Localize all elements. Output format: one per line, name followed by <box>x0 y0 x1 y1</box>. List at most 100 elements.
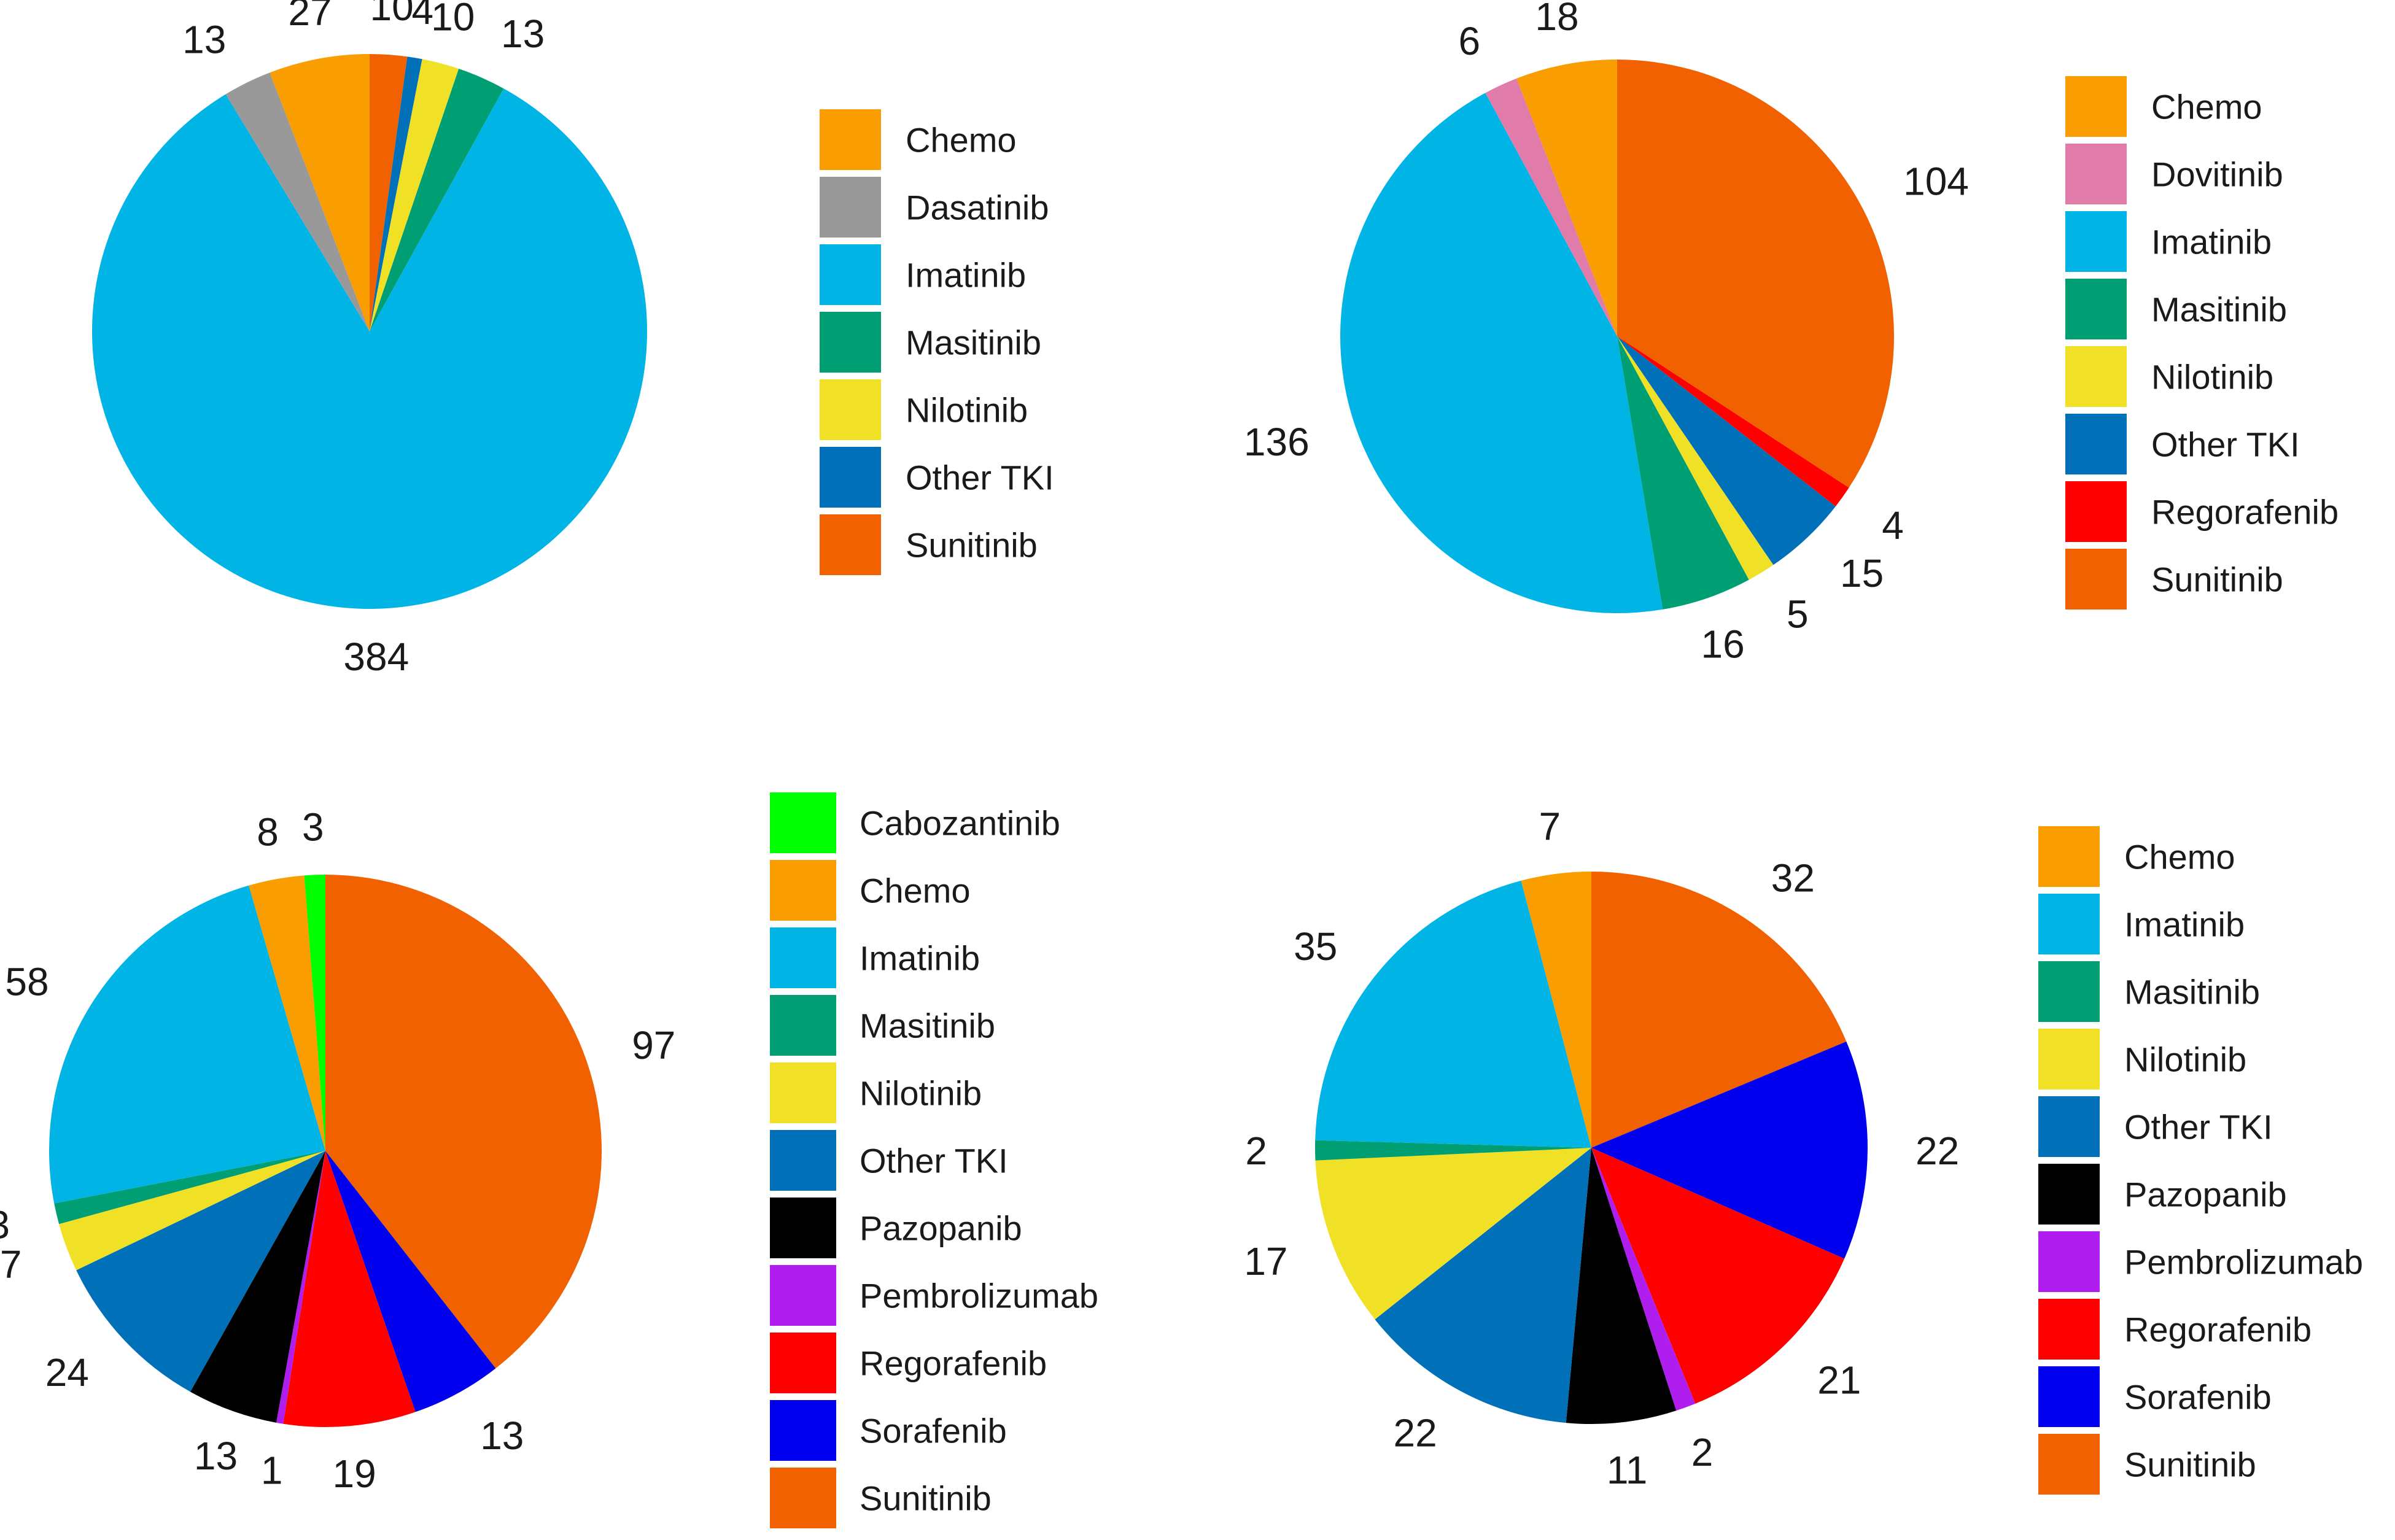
slice-dovitinib <box>1485 78 1617 336</box>
slice-chemo <box>1521 872 1591 1148</box>
legend-swatch-pazopanib <box>770 1198 836 1258</box>
legend-swatch-dovitinib <box>2065 144 2127 204</box>
slice-nilotinib <box>59 1151 325 1271</box>
slice-other-tki <box>1617 336 1836 565</box>
slice-imatinib <box>1340 93 1663 613</box>
slice-label-nilotinib: 7 <box>0 1242 21 1287</box>
legend-label-regorafenib: Regorafenib <box>860 1344 1047 1383</box>
slice-nilotinib <box>1617 336 1774 580</box>
legend-swatch-imatinib <box>820 244 881 305</box>
legend-swatch-sunitinib <box>820 514 881 575</box>
legend-swatch-imatinib <box>2038 894 2100 954</box>
slice-chemo <box>249 875 325 1151</box>
slice-label-sunitinib: 32 <box>1771 856 1815 900</box>
slice-label-regorafenib: 21 <box>1817 1358 1861 1403</box>
slice-label-other-tki: 24 <box>45 1350 89 1395</box>
legend-swatch-sorafenib <box>2038 1366 2100 1427</box>
legend-swatch-masitinib <box>2038 961 2100 1022</box>
slice-label-masitinib: 2 <box>1245 1129 1267 1173</box>
slice-label-regorafenib: 19 <box>333 1452 376 1496</box>
legend-swatch-regorafenib <box>770 1333 836 1393</box>
slice-label-dasatinib: 13 <box>182 17 226 61</box>
legend-swatch-sunitinib <box>770 1468 836 1528</box>
slice-sorafenib <box>1591 1041 1868 1259</box>
legend-label-sorafenib: Sorafenib <box>2124 1378 2272 1417</box>
legend-swatch-pembrolizumab <box>2038 1231 2100 1292</box>
legend-label-pembrolizumab: Pembrolizumab <box>2124 1243 2363 1282</box>
slice-label-imatinib: 35 <box>1294 924 1337 969</box>
slice-label-masitinib: 16 <box>1701 622 1745 666</box>
legend-label-other-tki: Other TKI <box>906 459 1054 497</box>
slice-label-sorafenib: 22 <box>1916 1129 1959 1173</box>
legend-swatch-other-tki <box>2038 1096 2100 1157</box>
legend-label-imatinib: Imatinib <box>2151 223 2272 261</box>
legend-swatch-other-tki <box>2065 414 2127 474</box>
slice-label-chemo: 7 <box>1539 804 1561 848</box>
legend-swatch-pazopanib <box>2038 1164 2100 1225</box>
slice-regorafenib <box>1591 1148 1845 1404</box>
slice-label-chemo: 18 <box>1535 0 1578 39</box>
legend-label-masitinib: Masitinib <box>2151 290 2287 329</box>
legend-label-pazopanib: Pazopanib <box>2124 1175 2287 1214</box>
legend-swatch-other-tki <box>770 1130 836 1191</box>
legend-swatch-sunitinib <box>2038 1434 2100 1495</box>
slice-label-masitinib: 3 <box>0 1202 10 1247</box>
legend-label-chemo: Chemo <box>2151 88 2262 126</box>
slice-label-pazopanib: 11 <box>1607 1448 1647 1492</box>
slice-label-other-tki: 4 <box>412 0 434 33</box>
legend-label-chemo: Chemo <box>860 872 971 910</box>
legend-label-nilotinib: Nilotinib <box>2124 1040 2246 1079</box>
legend-swatch-masitinib <box>820 312 881 373</box>
slice-dasatinib <box>225 72 370 331</box>
legend-swatch-pembrolizumab <box>770 1265 836 1326</box>
slice-label-sunitinib: 10 <box>370 0 414 29</box>
legend-label-cabozantinib: Cabozantinib <box>860 804 1060 843</box>
legend: Chemo Dasatinib Imatinib Masitinib Nilotinib… <box>820 109 1054 575</box>
slice-regorafenib <box>283 1151 416 1428</box>
slice-label-regorafenib: 4 <box>1882 503 1904 548</box>
legend-label-masitinib: Masitinib <box>2124 973 2260 1012</box>
legend-label-nilotinib: Nilotinib <box>860 1074 982 1113</box>
slice-label-dovitinib: 6 <box>1459 19 1481 63</box>
legend-label-nilotinib: Nilotinib <box>2151 358 2273 397</box>
legend-label-other-tki: Other TKI <box>860 1142 1008 1180</box>
slice-label-imatinib: 384 <box>343 635 409 679</box>
legend-swatch-chemo <box>770 860 836 921</box>
legend-swatch-other-tki <box>820 447 881 508</box>
slice-label-chemo: 27 <box>288 0 332 34</box>
slice-label-chemo: 8 <box>257 810 279 854</box>
slice-masitinib <box>1617 336 1749 609</box>
slice-label-pembrolizumab: 2 <box>1691 1430 1714 1474</box>
legend-swatch-chemo <box>2038 826 2100 887</box>
legend-label-regorafenib: Regorafenib <box>2124 1310 2312 1349</box>
legend-label-nilotinib: Nilotinib <box>906 391 1028 430</box>
slice-label-masitinib: 13 <box>501 12 545 56</box>
legend-label-pazopanib: Pazopanib <box>860 1209 1022 1248</box>
legend-label-imatinib: Imatinib <box>906 256 1026 295</box>
legend-swatch-nilotinib <box>820 379 881 440</box>
slice-chemo <box>270 54 370 331</box>
slice-label-sunitinib: 104 <box>1903 160 1969 204</box>
slice-label-sorafenib: 13 <box>480 1414 524 1458</box>
slice-label-pembrolizumab: 1 <box>261 1449 283 1493</box>
slice-masitinib <box>370 68 504 331</box>
slice-sunitinib <box>370 54 408 331</box>
legend-swatch-regorafenib <box>2065 481 2127 542</box>
legend-label-sunitinib: Sunitinib <box>906 526 1038 565</box>
slice-pembrolizumab <box>276 1151 325 1424</box>
legend-label-sorafenib: Sorafenib <box>860 1412 1007 1450</box>
legend-swatch-masitinib <box>770 995 836 1056</box>
slice-label-nilotinib: 17 <box>1244 1239 1287 1283</box>
legend-label-sunitinib: Sunitinib <box>2124 1445 2256 1484</box>
slice-pazopanib <box>190 1151 325 1423</box>
slice-sorafenib <box>325 1151 496 1412</box>
slice-sunitinib <box>1591 872 1847 1148</box>
legend-label-sunitinib: Sunitinib <box>860 1479 992 1518</box>
legend-label-masitinib: Masitinib <box>860 1007 995 1045</box>
legend-swatch-imatinib <box>770 927 836 988</box>
slice-label-pazopanib: 13 <box>194 1434 238 1478</box>
slice-pazopanib <box>1566 1148 1677 1424</box>
legend-label-other-tki: Other TKI <box>2151 425 2300 464</box>
legend-label-other-tki: Other TKI <box>2124 1108 2273 1147</box>
